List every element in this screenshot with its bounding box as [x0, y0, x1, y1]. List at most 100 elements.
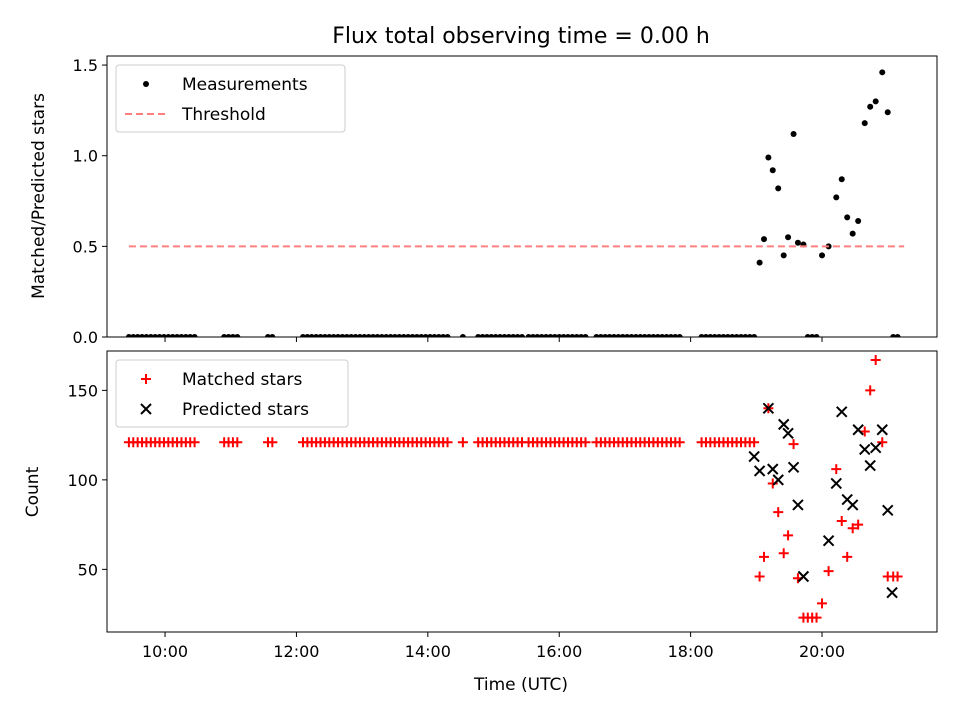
- legend-predicted-marker: [140, 403, 152, 415]
- predicted-star-point: [864, 459, 876, 472]
- bottom-plot: 10:00 12:00 14:00 16:00 18:00 20:00 50 100 150 Ma…: [67, 350, 938, 661]
- bottom-y-tick-label: 50: [78, 560, 98, 579]
- measurement-point: [785, 234, 792, 241]
- measurement-point: [855, 217, 862, 224]
- measurement-point: [519, 334, 525, 337]
- x-tick-label: 12:00: [273, 642, 319, 661]
- bottom-y-axis-label: Count: [23, 466, 43, 517]
- measurement-point: [819, 252, 826, 259]
- predicted-star-point: [822, 535, 835, 547]
- matched-star-point: [831, 464, 842, 475]
- matched-star-point: [823, 566, 834, 577]
- top-y-axis-label: Matched/Predicted stars: [29, 93, 49, 299]
- predicted-star-point: [859, 443, 871, 456]
- predicted-star-point: [869, 441, 882, 454]
- matched-star-point: [580, 437, 591, 448]
- predicted-star-point: [792, 499, 804, 511]
- matched-star-point: [758, 551, 769, 562]
- matched-star-point: [836, 516, 847, 527]
- top-y-tick-label: 1.5: [73, 56, 98, 75]
- matched-star-point: [870, 354, 881, 365]
- predicted-star-point: [772, 474, 784, 486]
- measurement-point: [844, 214, 851, 221]
- top-legend: Measurements Threshold: [115, 64, 346, 133]
- bottom-y-tick-label: 100: [67, 471, 98, 490]
- measurement-point: [582, 334, 589, 337]
- legend-measurement-marker: [143, 81, 149, 87]
- measurement-point: [775, 185, 782, 192]
- x-tick-label: 20:00: [799, 642, 845, 661]
- matched-star-point: [817, 598, 828, 609]
- matched-star-point: [767, 478, 778, 489]
- matched-star-point: [788, 439, 799, 450]
- measurement-point: [269, 334, 276, 337]
- measurement-point: [760, 236, 767, 243]
- top-plot: 0.0 0.5 1.0 1.5 Measurements Threshold: [73, 55, 938, 347]
- measurement-point: [833, 194, 840, 201]
- legend-box: [115, 64, 346, 133]
- measurement-point: [191, 334, 198, 337]
- measurement-point: [756, 259, 763, 266]
- matched-star-point: [267, 437, 278, 448]
- legend-label: Predicted stars: [182, 400, 309, 420]
- measurement-point: [459, 334, 466, 337]
- measurement-point: [751, 334, 758, 337]
- predicted-star-point: [836, 406, 848, 418]
- measurement-point: [838, 176, 845, 183]
- measurement-point: [769, 167, 776, 174]
- matched-star-point: [853, 519, 864, 530]
- top-y-tick-label: 1.0: [73, 147, 98, 166]
- measurement-point: [867, 103, 874, 110]
- legend-label: Matched stars: [182, 370, 302, 390]
- measurement-point: [780, 252, 787, 259]
- matched-star-point: [674, 437, 685, 448]
- x-tick-label: 16:00: [536, 642, 582, 661]
- measurement-point: [794, 239, 801, 246]
- predicted-star-point: [753, 465, 766, 477]
- matched-star-point: [842, 551, 853, 562]
- predicted-star-point: [882, 504, 894, 517]
- measurement-point: [676, 334, 683, 337]
- x-tick-label: 18:00: [668, 642, 714, 661]
- predicted-star-point: [748, 450, 760, 463]
- matched-star-point: [754, 571, 765, 582]
- matched-star-point: [749, 437, 760, 448]
- measurement-point: [872, 98, 879, 105]
- predicted-star-point: [846, 499, 859, 511]
- chart-title: Flux total observing time = 0.00 h: [332, 24, 710, 49]
- legend-box: [115, 359, 349, 428]
- bottom-data-layer: [123, 354, 903, 623]
- matched-star-point: [442, 437, 453, 448]
- legend-label: Measurements: [182, 75, 308, 95]
- matched-star-point: [457, 437, 468, 448]
- bottom-y-tick-label: 150: [67, 381, 98, 400]
- predicted-star-point: [876, 424, 888, 436]
- measurement-point: [879, 69, 886, 76]
- matched-star-point: [811, 612, 822, 623]
- measurement-point: [790, 130, 797, 137]
- matched-star-point: [778, 548, 789, 559]
- measurement-point: [894, 334, 901, 337]
- measurement-point: [813, 334, 820, 337]
- bottom-legend: Matched stars Predicted stars: [115, 359, 349, 428]
- predicted-star-point: [762, 402, 775, 414]
- x-tick-label: 10:00: [142, 642, 188, 661]
- top-y-tick-label: 0.0: [73, 328, 98, 347]
- matched-star-point: [877, 437, 888, 448]
- predicted-star-point: [767, 463, 779, 475]
- predicted-star-point: [777, 418, 790, 431]
- x-tick-label: 14:00: [405, 642, 451, 661]
- top-data-layer: [125, 69, 905, 337]
- matched-star-point: [189, 437, 200, 448]
- measurement-point: [884, 109, 891, 116]
- predicted-star-point: [797, 570, 810, 583]
- predicted-star-point: [782, 427, 794, 440]
- measurement-point: [765, 154, 772, 161]
- matched-star-point: [232, 437, 243, 448]
- top-axes-frame: [106, 55, 938, 338]
- measurement-point: [849, 230, 856, 237]
- predicted-star-point: [830, 477, 842, 490]
- predicted-star-point: [886, 586, 898, 599]
- matched-star-point: [773, 507, 784, 518]
